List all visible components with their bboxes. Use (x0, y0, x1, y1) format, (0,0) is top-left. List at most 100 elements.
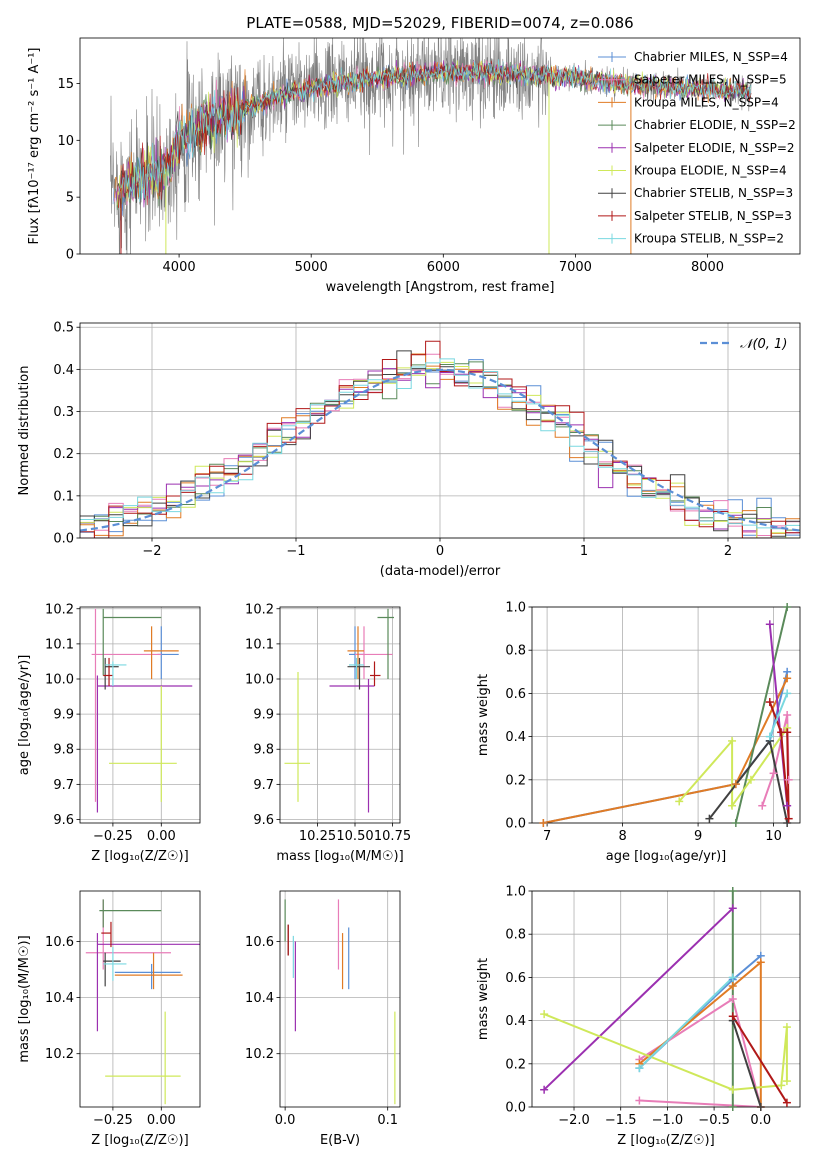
series-chabrier-miles (543, 671, 789, 823)
legend-label: Salpeter MILES, N_SSP=5 (634, 73, 787, 87)
y-tick-label: 0.2 (505, 773, 526, 788)
x-tick-label: −2 (142, 544, 161, 559)
legend-label: Kroupa MILES, N_SSP=4 (634, 95, 779, 109)
x-tick-label: 10 (765, 829, 782, 844)
x-axis-label: wavelength [Angstrom, rest frame] (326, 280, 555, 295)
x-tick-label: 10.25 (299, 829, 336, 844)
y-tick-label: 9.8 (53, 743, 74, 758)
y-tick-label: 1.0 (505, 885, 526, 900)
chart-title: PLATE=0588, MJD=52029, FIBERID=0074, z=0… (246, 14, 633, 32)
plot-area (543, 891, 788, 1107)
y-tick-label: 15 (57, 77, 74, 92)
y-axis-label: age [log₁₀(age/yr)] (17, 655, 32, 776)
y-tick-label: 10.4 (45, 991, 74, 1006)
x-axis-label: Z [log₁₀(Z/Z☉)] (91, 1133, 188, 1148)
axes-age-vs-mass: 10.25 10.50 10.75 9.6 9.7 9.8 9.9 10.0 10.1 10.2 m… (245, 602, 411, 864)
axes-massweight-vs-age: 7 8 9 10 0.0 0.2 0.4 0.6 0.8 1.0 age [log₁₀(age/yr… (476, 601, 801, 864)
x-tick-label: 0.00 (147, 1113, 176, 1128)
y-tick-label: 0.8 (505, 644, 526, 659)
x-tick-label: 4000 (163, 260, 196, 275)
plot-area (284, 899, 396, 1105)
x-tick-label: 10.50 (336, 829, 373, 844)
y-tick-label: 0.0 (505, 1101, 526, 1116)
series-kroupa-stelib (768, 693, 789, 737)
y-tick-label: 0.4 (53, 363, 74, 378)
model-line-salpeter-stelib (118, 60, 752, 209)
legend-label-normal: 𝒩(0, 1) (740, 337, 787, 352)
x-tick-label: 0.1 (377, 1113, 398, 1128)
x-tick-label: −0.25 (93, 1113, 133, 1128)
x-axis-label: E(B-V) (320, 1133, 360, 1148)
axes-residuals: −2 −1 0 1 2 0.0 0.1 0.2 0.3 0.4 0.5 (data-model)/er… (17, 321, 801, 579)
y-tick-label: 0.6 (505, 971, 526, 986)
series-kroupa-miles (543, 677, 789, 823)
normal-curve (80, 368, 800, 532)
x-tick-label: 8 (618, 829, 626, 844)
y-tick-label: 9.7 (53, 778, 74, 793)
y-axis-label: Flux [fλ10⁻¹⁷ erg cm⁻² s⁻¹ A⁻¹] (27, 48, 42, 245)
x-tick-label: −0.5 (698, 1113, 730, 1128)
x-axis-label: mass [log₁₀(M/M☉)] (276, 849, 403, 864)
x-tick-label: 2 (724, 544, 732, 559)
axes-mass-vs-Z: −0.25 0.00 10.2 10.4 10.6 Z [log₁₀(Z/Z☉)] mass… (17, 890, 201, 1148)
series-kroupa-miles (638, 960, 762, 1107)
y-tick-label: 0.0 (505, 817, 526, 832)
series-salpeter-stelib (731, 1015, 788, 1104)
x-tick-label: 6000 (427, 260, 460, 275)
axes-massweight-vs-Z: −2.0 −1.5 −1.0 −0.5 0.0 0.0 0.2 0.4 0.6 0.8 1.0 Z [… (476, 885, 801, 1148)
y-tick-label: 10.1 (245, 637, 274, 652)
series-chabrier-stelib (731, 1020, 762, 1107)
x-tick-label: 0.0 (750, 1113, 771, 1128)
series-chabrier-elodie (734, 607, 789, 823)
y-tick-label: 0.3 (53, 405, 74, 420)
y-tick-label: 10 (57, 134, 74, 149)
x-tick-label: 8000 (691, 260, 724, 275)
series-salpeter-miles (638, 997, 762, 1107)
legend-label: Chabrier STELIB, N_SSP=3 (634, 186, 793, 200)
y-tick-label: 9.6 (253, 813, 274, 828)
legend-label: Kroupa STELIB, N_SSP=2 (634, 232, 784, 246)
y-tick-label: 1.0 (505, 601, 526, 616)
y-tick-label: 10.2 (245, 602, 274, 617)
y-tick-label: 9.6 (53, 813, 74, 828)
y-tick-label: 9.9 (253, 708, 274, 723)
x-tick-label: 0.0 (275, 1113, 296, 1128)
y-tick-label: 0.5 (53, 321, 74, 336)
plot-area (110, 38, 752, 254)
axes-frame (531, 890, 801, 1108)
y-axis-label: mass [log₁₀(M/M☉)] (17, 935, 32, 1062)
plot-area (85, 899, 200, 1105)
x-tick-label: 1 (580, 544, 588, 559)
x-tick-label: 0 (436, 544, 444, 559)
y-tick-label: 0.1 (53, 489, 74, 504)
x-axis-label: age [log₁₀(age/yr)] (606, 849, 727, 864)
y-tick-label: 9.7 (253, 778, 274, 793)
x-tick-label: −1.0 (652, 1113, 684, 1128)
y-axis-label: Normed distribution (17, 366, 32, 496)
y-tick-label: 5 (66, 191, 74, 206)
x-tick-label: 10.75 (374, 829, 411, 844)
model-line-kroupa-stelib (119, 59, 752, 202)
legend-label: Salpeter STELIB, N_SSP=3 (634, 209, 792, 223)
plot-area (543, 607, 790, 823)
model-line-chabrier-stelib (117, 62, 751, 210)
x-tick-label: 7000 (559, 260, 592, 275)
y-tick-label: 0 (66, 248, 74, 263)
legend-label: Salpeter ELODIE, N_SSP=2 (634, 141, 795, 155)
y-tick-label: 10.0 (245, 673, 274, 688)
series-kroupa-stelib (638, 976, 734, 1069)
y-tick-label: 0.6 (505, 687, 526, 702)
y-tick-label: 0.4 (505, 1014, 526, 1029)
series-salpeter-stelib (768, 701, 790, 819)
axes-frame (531, 606, 801, 824)
axes-frame (279, 890, 401, 1108)
legend: Chabrier MILES, N_SSP=4 Salpeter MILES, N… (598, 50, 796, 246)
axes-frame (79, 37, 801, 255)
x-axis-label: (data-model)/error (380, 564, 501, 579)
y-tick-label: 10.0 (45, 673, 74, 688)
x-axis-label: Z [log₁₀(Z/Z☉)] (91, 849, 188, 864)
axes-mass-vs-EBV: 0.0 0.1 10.2 10.4 10.6 E(B-V) (245, 890, 401, 1148)
axes-frame (279, 606, 401, 824)
legend-label: Chabrier MILES, N_SSP=4 (634, 50, 788, 64)
x-tick-label: 0.00 (147, 829, 176, 844)
